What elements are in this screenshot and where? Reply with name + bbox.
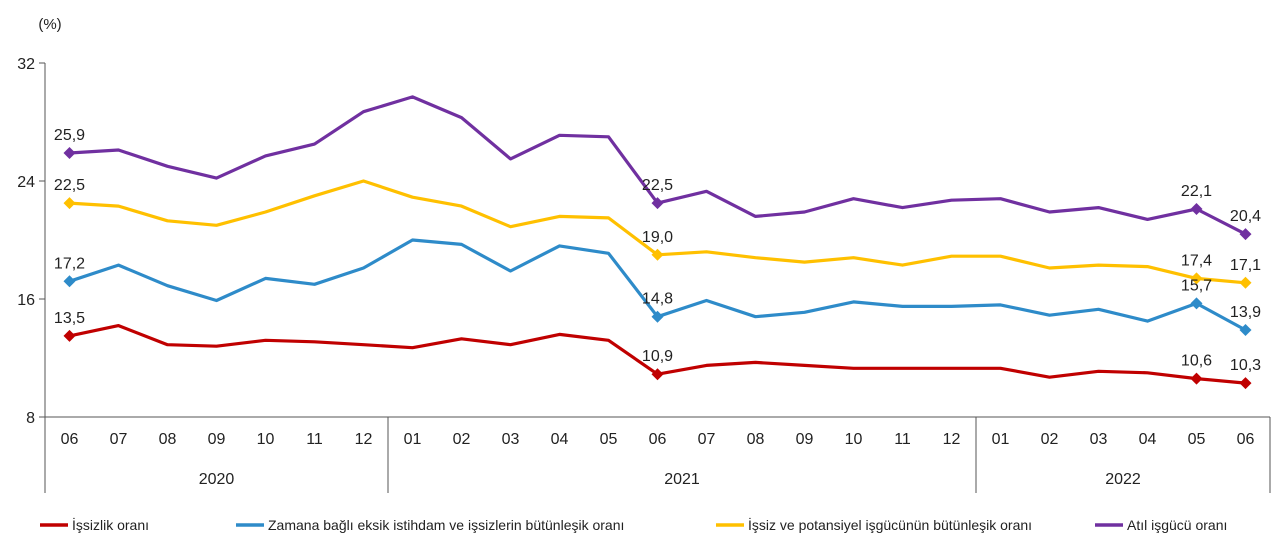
series-marker xyxy=(63,197,76,210)
data-label: 22,5 xyxy=(54,177,85,194)
x-tick-label: 01 xyxy=(404,431,422,448)
y-axis: 8 16 24 32 xyxy=(17,56,46,427)
x-tick-label: 11 xyxy=(894,431,911,448)
y-tick-label: 16 xyxy=(17,292,35,309)
legend-label: Zamana bağlı eksik istihdam ve işsizleri… xyxy=(268,517,624,533)
legend-label: Atıl işgücü oranı xyxy=(1127,517,1227,533)
series-marker xyxy=(63,329,76,342)
data-label: 22,5 xyxy=(642,177,673,194)
series-marker xyxy=(1239,323,1252,336)
x-tick-label: 04 xyxy=(551,431,569,448)
series-marker xyxy=(1190,272,1203,285)
x-year-label: 2021 xyxy=(664,471,700,488)
data-label: 19,0 xyxy=(642,229,673,246)
x-tick-label: 12 xyxy=(943,431,961,448)
x-tick-label: 03 xyxy=(1090,431,1108,448)
y-tick-label: 8 xyxy=(26,410,35,427)
data-label: 17,4 xyxy=(1181,252,1212,269)
y-tick-label: 32 xyxy=(17,56,35,73)
series-marker xyxy=(651,310,664,323)
data-label: 10,3 xyxy=(1230,357,1261,374)
x-tick-label: 08 xyxy=(159,431,177,448)
x-tick-label: 10 xyxy=(257,431,275,448)
series-marker xyxy=(1239,377,1252,390)
data-label: 25,9 xyxy=(54,127,85,144)
x-tick-label: 07 xyxy=(110,431,128,448)
data-labels: 13,5 10,9 10,6 10,3 17,2 14,8 15,7 13,9 22,5 19,0… xyxy=(54,127,1261,374)
x-tick-label: 09 xyxy=(208,431,226,448)
data-label: 14,8 xyxy=(642,291,673,308)
x-tick-label: 09 xyxy=(796,431,814,448)
data-label: 20,4 xyxy=(1230,208,1261,225)
series-marker xyxy=(651,368,664,381)
x-tick-label: 04 xyxy=(1139,431,1157,448)
series-line-3 xyxy=(67,95,1248,236)
x-tick-label: 07 xyxy=(698,431,716,448)
series-marker xyxy=(1239,276,1252,289)
legend-label: İşsizlik oranı xyxy=(72,516,149,533)
x-tick-label: 11 xyxy=(306,431,323,448)
series-marker xyxy=(651,197,664,210)
data-label: 13,9 xyxy=(1230,304,1261,321)
data-label: 13,5 xyxy=(54,310,85,327)
series-marker xyxy=(63,275,76,288)
data-label: 17,2 xyxy=(54,255,85,272)
x-tick-label: 05 xyxy=(1188,431,1206,448)
legend-label: İşsiz ve potansiyel işgücünün bütünleşik… xyxy=(748,516,1032,533)
series-marker xyxy=(1190,203,1203,216)
x-tick-label: 08 xyxy=(747,431,765,448)
y-tick-label: 24 xyxy=(17,174,35,191)
x-year-label: 2022 xyxy=(1105,471,1141,488)
series-marker xyxy=(1190,297,1203,310)
series-marker xyxy=(1190,372,1203,385)
legend: İşsizlik oranı Zamana bağlı eksik istihda… xyxy=(40,516,1227,533)
x-tick-label: 01 xyxy=(992,431,1010,448)
x-tick-label: 12 xyxy=(355,431,373,448)
x-axis: 06 07 08 09 10 11 12 01 02 03 04 05 06 07 08 09 10 11 12 01… xyxy=(44,416,1271,493)
data-label: 15,7 xyxy=(1181,277,1212,294)
series-markers xyxy=(63,146,1252,390)
x-tick-label: 02 xyxy=(1041,431,1059,448)
x-tick-label: 03 xyxy=(502,431,520,448)
x-tick-label: 05 xyxy=(600,431,618,448)
x-tick-label: 02 xyxy=(453,431,471,448)
x-tick-label: 06 xyxy=(61,431,79,448)
data-label: 22,1 xyxy=(1181,183,1212,200)
data-label: 17,1 xyxy=(1230,257,1261,274)
x-tick-label: 06 xyxy=(1237,431,1255,448)
x-tick-label: 06 xyxy=(649,431,667,448)
y-axis-unit-label: (%) xyxy=(38,16,61,33)
series-marker xyxy=(63,146,76,159)
x-year-label: 2020 xyxy=(199,471,235,488)
series-marker xyxy=(651,248,664,261)
data-label: 10,6 xyxy=(1181,353,1212,370)
series-marker xyxy=(1239,228,1252,241)
data-label: 10,9 xyxy=(642,348,673,365)
x-tick-label: 10 xyxy=(845,431,863,448)
